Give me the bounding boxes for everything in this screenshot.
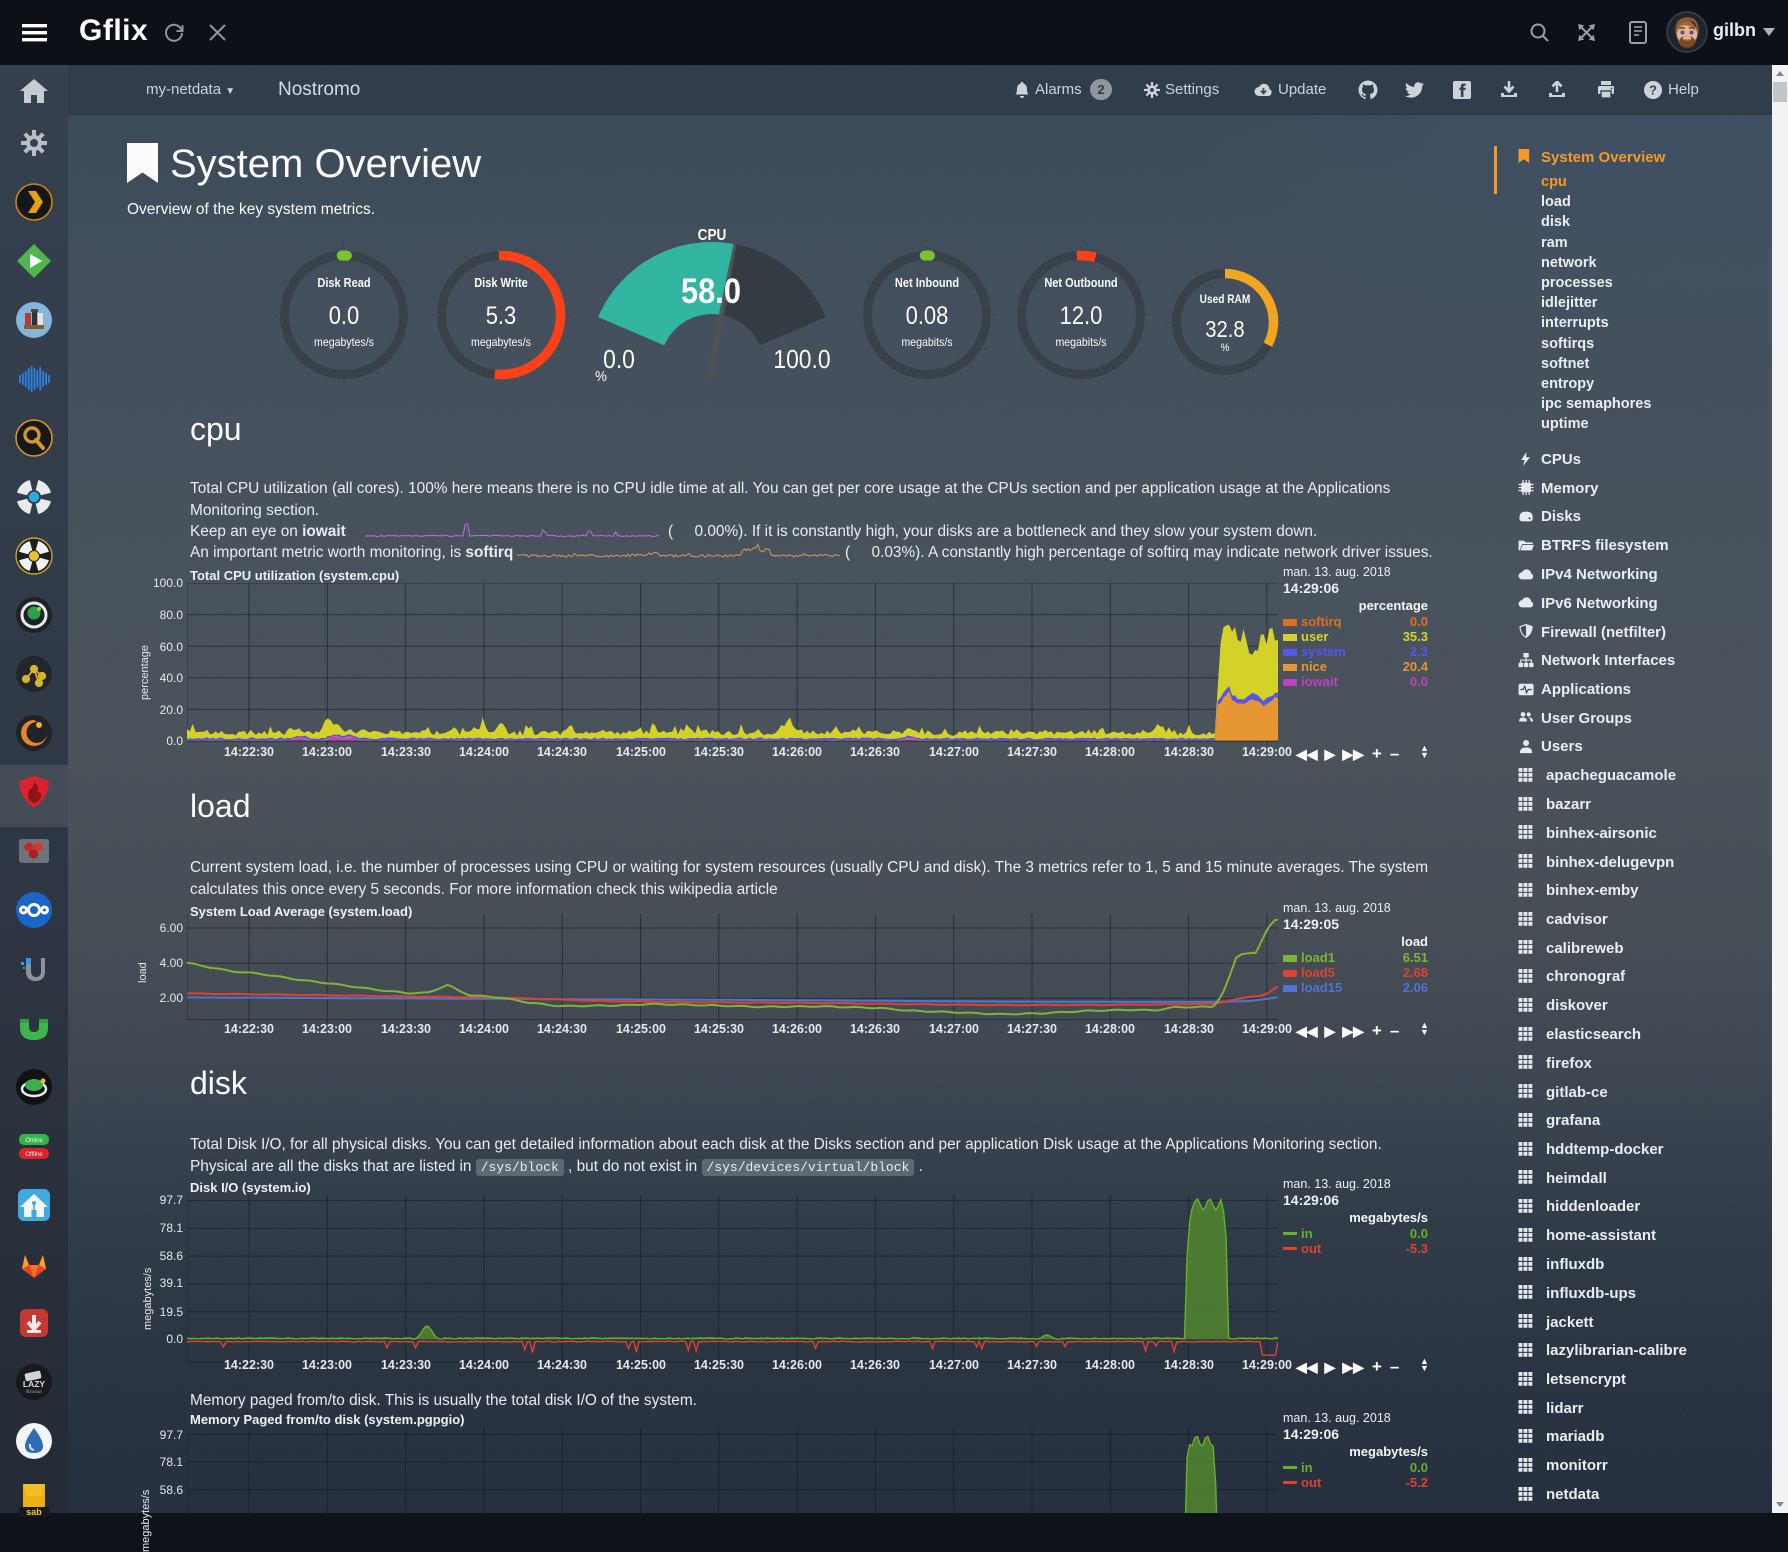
svg-text:sab: sab — [26, 1507, 42, 1517]
svg-text:?: ? — [1649, 83, 1657, 98]
svg-text:Online: Online — [25, 1138, 43, 1144]
svg-text:Offline: Offline — [25, 1152, 43, 1158]
svg-text:LAZY: LAZY — [23, 1379, 46, 1389]
svg-text:librarian: librarian — [26, 1389, 43, 1394]
